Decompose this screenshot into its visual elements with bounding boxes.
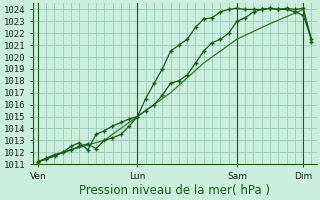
X-axis label: Pression niveau de la mer( hPa ): Pression niveau de la mer( hPa ) <box>79 184 270 197</box>
